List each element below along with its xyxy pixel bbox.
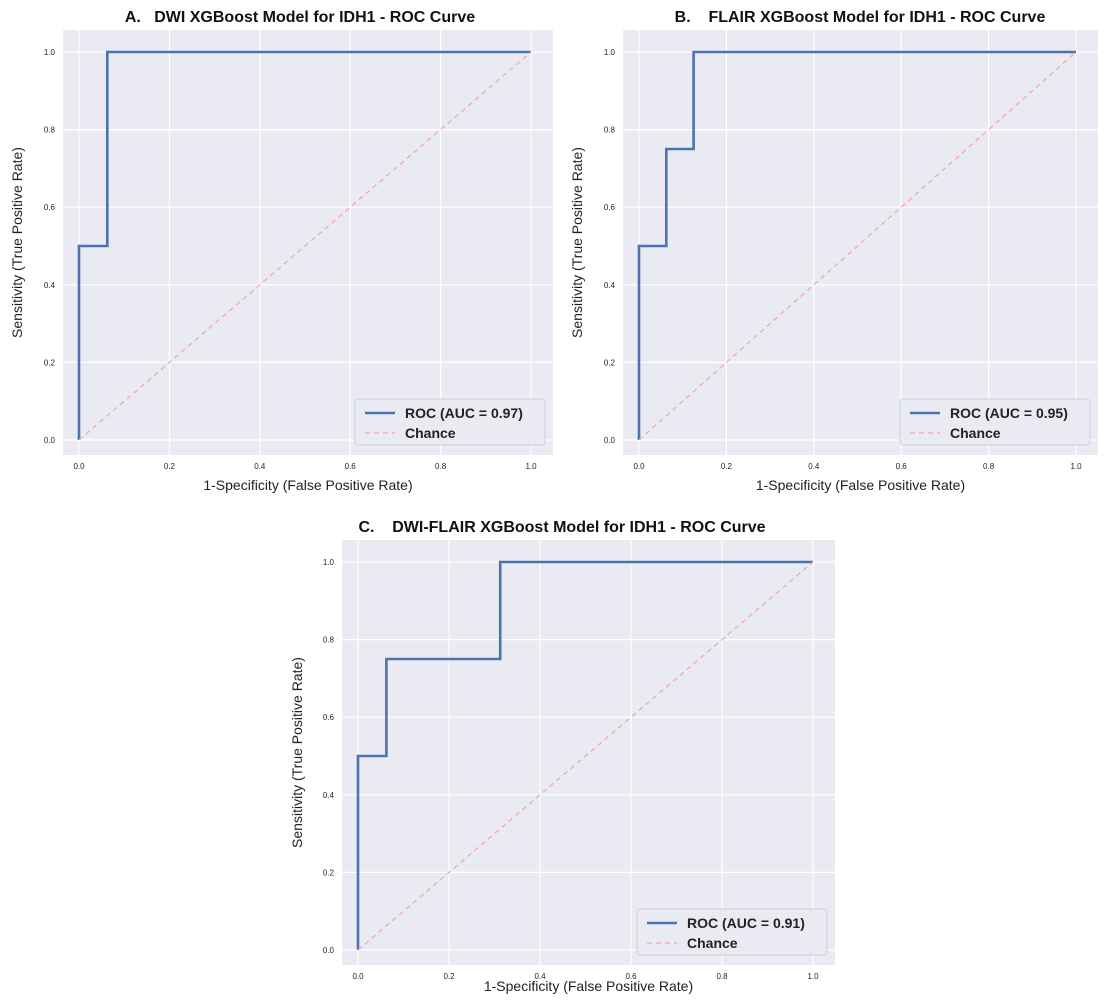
legend: ROC (AUC = 0.91) Chance (636, 908, 828, 956)
x-axis-label: 1-Specificity (False Positive Rate) (203, 477, 412, 493)
roc-curve-line (637, 50, 1076, 440)
legend: ROC (AUC = 0.97) Chance (354, 398, 546, 446)
chart-title: A. DWI XGBoost Model for IDH1 - ROC Curv… (125, 9, 475, 26)
y-tick-label: 0.6 (44, 203, 56, 212)
y-axis-label: Sensitivity (True Positive Rate) (569, 147, 585, 338)
chart-title: B. FLAIR XGBoost Model for IDH1 - ROC Cu… (675, 9, 1046, 26)
legend-label: Chance (950, 425, 1001, 441)
legend: ROC (AUC = 0.95) Chance (899, 398, 1091, 446)
y-tick-label: 0.2 (44, 358, 56, 367)
x-tick-label: 0.0 (352, 972, 364, 981)
x-tick-label: 0.4 (534, 972, 546, 981)
x-tick-label: 0.8 (435, 462, 447, 471)
y-tick-label: 0.8 (604, 126, 616, 135)
y-tick-label: 0.0 (323, 946, 335, 955)
chance-line (357, 561, 814, 951)
y-tick-label: 0.4 (323, 791, 335, 800)
y-tick-label: 0.0 (604, 436, 616, 445)
y-tick-label: 0.8 (323, 636, 335, 645)
y-tick-label: 1.0 (44, 48, 56, 57)
roc-chart-b-svg: 0.0 0.0 0.2 0.2 0.4 0.4 0.6 0.6 0.8 0.8 1.0 1.0 B. F… (569, 9, 1098, 493)
legend-label: ROC (AUC = 0.91) (687, 915, 805, 931)
x-tick-label: 0.0 (73, 462, 85, 471)
chance-line (78, 51, 532, 441)
plot-area (342, 540, 835, 965)
y-tick-label: 0.0 (44, 436, 56, 445)
roc-chart-a-svg: 0.0 0.0 0.2 0.2 0.4 0.4 0.6 0.6 0.8 0.8 1.0 1.0 A. D… (9, 9, 553, 493)
plot-area (63, 30, 553, 455)
roc-chart-c: 0.0 0.0 0.2 0.2 0.4 0.4 0.6 0.6 0.8 0.8 1.0 1.0 C. D… (280, 508, 840, 1001)
y-tick-label: 1.0 (323, 558, 335, 567)
x-axis-label: 1-Specificity (False Positive Rate) (756, 477, 965, 493)
x-tick-label: 0.6 (625, 972, 637, 981)
chance-line (638, 51, 1077, 441)
x-tick-label: 0.2 (443, 972, 455, 981)
x-tick-label: 1.0 (1070, 462, 1082, 471)
y-tick-label: 0.4 (44, 281, 56, 290)
roc-chart-b: 0.0 0.0 0.2 0.2 0.4 0.4 0.6 0.6 0.8 0.8 1.0 1.0 B. F… (560, 0, 1105, 500)
x-tick-label: 0.0 (633, 462, 645, 471)
x-tick-label: 0.6 (345, 462, 357, 471)
legend-box (354, 398, 546, 446)
x-tick-label: 1.0 (525, 462, 537, 471)
legend-label: ROC (AUC = 0.97) (405, 405, 523, 421)
legend-label: Chance (687, 935, 738, 951)
x-tick-label: 0.8 (983, 462, 995, 471)
y-tick-label: 1.0 (604, 48, 616, 57)
y-axis-label: Sensitivity (True Positive Rate) (289, 657, 305, 848)
roc-curve-line (356, 560, 813, 950)
x-tick-label: 0.4 (254, 462, 266, 471)
y-tick-label: 0.6 (323, 713, 335, 722)
x-tick-label: 0.2 (721, 462, 733, 471)
roc-chart-c-svg: 0.0 0.0 0.2 0.2 0.4 0.4 0.6 0.6 0.8 0.8 1.0 1.0 C. D… (289, 519, 835, 994)
x-tick-label: 1.0 (807, 972, 819, 981)
legend-box (899, 398, 1091, 446)
y-axis-label: Sensitivity (True Positive Rate) (9, 147, 25, 338)
y-tick-label: 0.2 (323, 868, 335, 877)
legend-label: Chance (405, 425, 456, 441)
y-tick-label: 0.6 (604, 203, 616, 212)
x-tick-label: 0.6 (896, 462, 908, 471)
x-axis-label: 1-Specificity (False Positive Rate) (484, 978, 693, 994)
y-tick-label: 0.2 (604, 358, 616, 367)
chart-title: C. DWI-FLAIR XGBoost Model for IDH1 - RO… (358, 519, 765, 536)
x-tick-label: 0.8 (716, 972, 728, 981)
x-tick-label: 0.4 (808, 462, 820, 471)
roc-chart-a: 0.0 0.0 0.2 0.2 0.4 0.4 0.6 0.6 0.8 0.8 1.0 1.0 A. D… (0, 0, 560, 500)
legend-box (636, 908, 828, 956)
x-tick-label: 0.2 (164, 462, 176, 471)
roc-curve-line (77, 50, 531, 440)
y-tick-label: 0.8 (44, 126, 56, 135)
legend-label: ROC (AUC = 0.95) (950, 405, 1068, 421)
y-tick-label: 0.4 (604, 281, 616, 290)
